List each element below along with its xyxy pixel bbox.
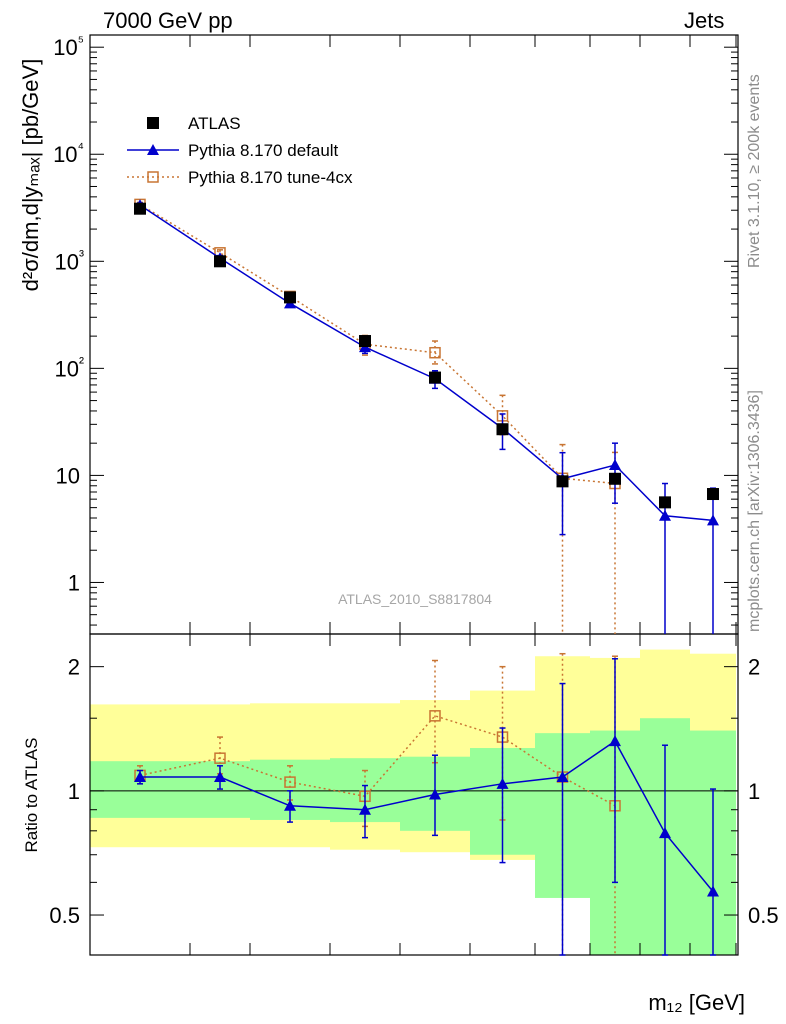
ratio-plot-frame (89, 633, 739, 956)
ratio-y-tick-label-left: 2 (68, 655, 80, 680)
main-y-tick-label: 10⁵ (53, 33, 84, 60)
legend-marker (147, 171, 159, 183)
main-series-0 (134, 202, 719, 509)
main-data-point (359, 335, 371, 348)
main-data-point (284, 291, 296, 304)
main-data-point (659, 496, 671, 509)
main-data-point (707, 514, 719, 526)
ratio-data-point (284, 799, 296, 811)
main-data-point (609, 472, 621, 485)
header-observable-label: Jets (684, 8, 725, 33)
ratio-series-line (139, 714, 616, 807)
main-data-point (134, 202, 146, 215)
legend-entry-label: Pythia 8.170 tune-4cx (188, 168, 353, 187)
legend-entry-label: ATLAS (188, 114, 241, 133)
main-data-point (496, 423, 509, 436)
ratio-data-point (214, 752, 226, 764)
ratio-y-tick-label-right: 1 (748, 779, 760, 804)
main-data-point (429, 346, 441, 359)
ratio-y-axis-label: Ratio to ATLAS (22, 738, 41, 853)
main-data-point (707, 488, 719, 501)
main-y-axis-label: d²σ/dm,d|yₘₐₓ| [pb/GeV] (18, 59, 43, 292)
ratio-data-point (429, 788, 441, 800)
main-series-line (139, 203, 616, 485)
analysis-watermark: ATLAS_2010_S8817804 (338, 591, 492, 607)
legend-marker (147, 144, 159, 155)
main-data-point (609, 459, 621, 471)
main-y-tick-label: 10 (56, 463, 80, 488)
ratio-y-tick-label-right: 0.5 (748, 903, 779, 928)
ratio-data-point (556, 771, 569, 783)
main-data-point (214, 255, 226, 268)
header-process-label: 7000 GeV pp (103, 8, 233, 33)
ratio-data-point (659, 827, 671, 839)
ratio-data-point (134, 771, 146, 783)
ratio-data-point (214, 771, 226, 783)
ratio-data-point (284, 776, 296, 788)
main-series-2 (134, 198, 621, 634)
legend (127, 117, 179, 183)
ratio-bands (90, 649, 736, 955)
ratio-series-line (140, 740, 714, 893)
legend-marker (147, 117, 159, 129)
main-data-point (556, 475, 569, 488)
ratio-data-point (496, 777, 509, 789)
main-data-point (659, 509, 671, 521)
main-y-tick-label: 10² (55, 354, 84, 381)
ratio-y-tick-label-right: 2 (748, 655, 760, 680)
ratio-y-tick-label-left: 1 (68, 779, 80, 804)
main-y-tick-label: 1 (68, 570, 80, 595)
ratio-data-point (359, 803, 371, 815)
ratio-y-tick-label-left: 0.5 (49, 903, 80, 928)
main-y-tick-label: 10³ (55, 247, 84, 274)
main-series-line (139, 204, 714, 522)
ratio-data-point (707, 885, 719, 897)
legend-entry-label: Pythia 8.170 default (188, 141, 339, 160)
main-data-point (429, 371, 441, 384)
x-axis-label: m₁₂ [GeV] (648, 990, 745, 1015)
ratio-series-0 (134, 658, 719, 956)
main-y-tick-label: 10⁴ (53, 140, 84, 167)
ratio-data-point (429, 710, 441, 722)
ratio-data-point (609, 735, 621, 747)
